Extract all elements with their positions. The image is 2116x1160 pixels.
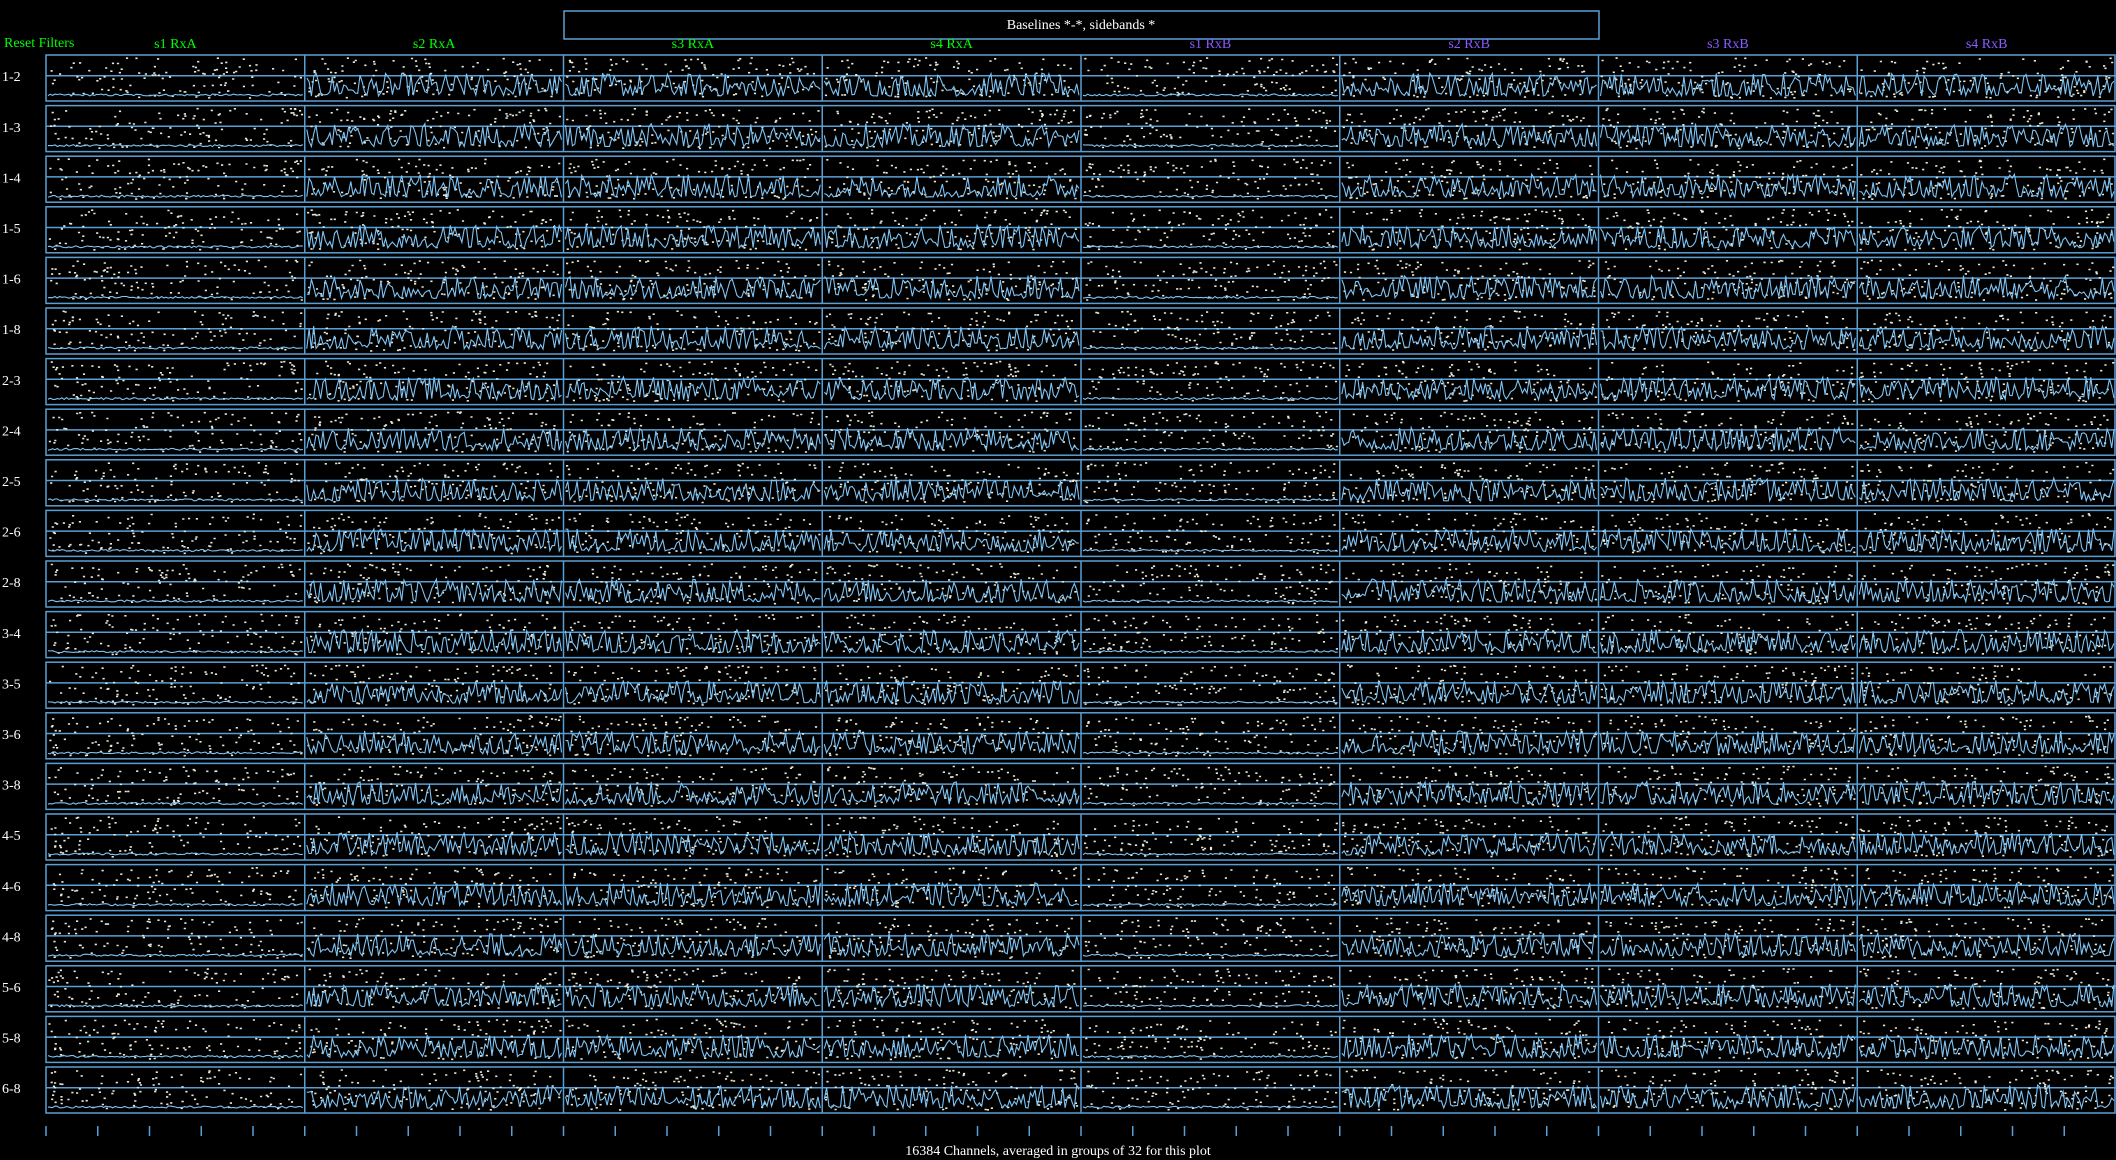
baseline-filter[interactable]: 1-4 [2, 171, 21, 186]
baseline-filter[interactable]: 1-6 [2, 273, 21, 288]
baseline-filter[interactable]: 1-8 [2, 323, 21, 338]
baseline-filter[interactable]: 3-8 [2, 779, 21, 794]
baseline-filter[interactable]: 2-3 [2, 374, 21, 389]
baseline-filter[interactable]: 3-5 [2, 677, 21, 692]
baseline-filter[interactable]: 4-6 [2, 880, 21, 895]
column-filter[interactable]: s1 RxA [154, 37, 197, 52]
baseline-filter[interactable]: 5-6 [2, 981, 21, 996]
baseline-filter[interactable]: 2-4 [2, 424, 21, 439]
baseline-filter[interactable]: 2-6 [2, 526, 21, 541]
baseline-filter[interactable]: 1-2 [2, 70, 21, 85]
baseline-filter[interactable]: 6-8 [2, 1082, 21, 1097]
baseline-filter[interactable]: 2-5 [2, 475, 21, 490]
baseline-filter[interactable]: 1-3 [2, 121, 21, 136]
baseline-filter[interactable]: 4-8 [2, 930, 21, 945]
baseline-plot-window: Baselines *-*, sidebands * Reset Filters… [0, 0, 2116, 1160]
baseline-filter[interactable]: 4-5 [2, 829, 21, 844]
column-filter[interactable]: s4 RxB [1966, 37, 2008, 52]
reset-filters-button[interactable]: Reset Filters [4, 36, 74, 51]
baseline-filter[interactable]: 2-8 [2, 576, 21, 591]
baseline-filter[interactable]: 5-8 [2, 1032, 21, 1047]
column-filter[interactable]: s4 RxA [930, 37, 973, 52]
column-filter[interactable]: s2 RxB [1448, 37, 1490, 52]
baseline-filter[interactable]: 3-4 [2, 627, 21, 642]
column-filter[interactable]: s1 RxB [1190, 37, 1232, 52]
column-filter[interactable]: s3 RxA [672, 37, 715, 52]
plot-title: Baselines *-*, sidebands * [1007, 18, 1156, 33]
baseline-filter[interactable]: 1-5 [2, 222, 21, 237]
column-filter[interactable]: s3 RxB [1707, 37, 1749, 52]
baseline-filter[interactable]: 3-6 [2, 728, 21, 743]
column-filter[interactable]: s2 RxA [413, 37, 456, 52]
footer-caption: 16384 Channels, averaged in groups of 32… [905, 1144, 1211, 1159]
